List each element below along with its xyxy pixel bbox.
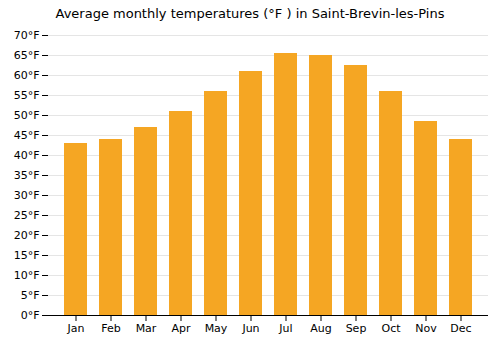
svg-text:45°F: 45°F: [14, 129, 40, 142]
svg-text:Feb: Feb: [101, 322, 120, 335]
svg-text:35°F: 35°F: [14, 169, 40, 182]
svg-text:55°F: 55°F: [14, 89, 40, 102]
svg-text:Nov: Nov: [415, 322, 437, 335]
html-text:Average monthly temperatures (: Average monthly temperatures (°F ) in Sa…: [55, 6, 445, 21]
svg-text:Aug: Aug: [310, 322, 331, 335]
svg-text:Mar: Mar: [136, 322, 157, 335]
svg-text:Jun: Jun: [241, 322, 259, 335]
svg-text:60°F: 60°F: [14, 69, 40, 82]
svg-text:70°F: 70°F: [14, 29, 40, 42]
svg-text:Sep: Sep: [346, 322, 367, 335]
svg-text:10°F: 10°F: [14, 269, 40, 282]
svg-text:Jul: Jul: [278, 322, 292, 335]
svg-text:May: May: [205, 322, 228, 335]
svg-text:20°F: 20°F: [14, 229, 40, 242]
svg-text:50°F: 50°F: [14, 109, 40, 122]
svg-text:40°F: 40°F: [14, 149, 40, 162]
svg-text:Dec: Dec: [450, 322, 471, 335]
svg-text:15°F: 15°F: [14, 249, 40, 262]
svg-text:Jan: Jan: [67, 322, 85, 335]
svg-text:30°F: 30°F: [14, 189, 40, 202]
svg-text:0°F: 0°F: [21, 309, 40, 322]
svg-text:65°F: 65°F: [14, 49, 40, 62]
svg-text:25°F: 25°F: [14, 209, 40, 222]
svg-text:Oct: Oct: [381, 322, 401, 335]
svg-text:5°F: 5°F: [21, 289, 40, 302]
svg-text:Apr: Apr: [171, 322, 191, 335]
